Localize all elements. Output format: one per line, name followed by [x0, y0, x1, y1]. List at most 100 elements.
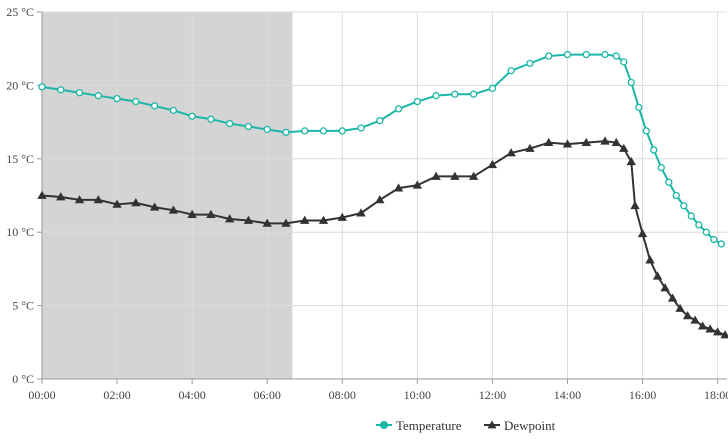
temperature-point	[244, 122, 253, 131]
y-tick-label: 20 °C	[6, 78, 34, 92]
dewpoint-point	[356, 208, 366, 217]
dewpoint-point	[450, 171, 460, 180]
dewpoint-point	[149, 202, 160, 211]
dewpoint-point	[705, 324, 715, 333]
dewpoint-point	[660, 283, 670, 292]
temperature-point	[642, 127, 650, 135]
dewpoint-point	[720, 330, 728, 339]
dewpoint-point	[487, 159, 498, 169]
temperature-point	[282, 128, 290, 137]
axes: 0 °C 5 °C 10 °C 15 °C 20 °C 25 °C 00:00 02:00 04…	[6, 5, 728, 402]
dewpoint-point	[506, 148, 516, 157]
y-tick-label: 10 °C	[6, 225, 34, 239]
dewpoint-point	[187, 209, 197, 218]
series-temperature	[38, 50, 726, 248]
dewpoint-point	[652, 271, 663, 280]
dewpoint-point	[412, 180, 423, 189]
temperature-point	[627, 78, 635, 87]
legend-marker-circle	[380, 421, 388, 429]
x-tick-label: 14:00	[554, 388, 581, 402]
shaded-night-region	[42, 12, 293, 379]
temperature-point	[357, 124, 365, 132]
dewpoint-point	[281, 218, 291, 227]
temperature-point	[38, 83, 46, 91]
legend-item-temperature[interactable]: Temperature	[376, 418, 462, 433]
temperature-point	[545, 52, 553, 60]
temperature-point	[319, 127, 328, 135]
temperature-point	[188, 112, 196, 120]
temperature-point	[563, 50, 572, 59]
temperature-point	[432, 92, 440, 100]
dewpoint-point	[712, 327, 723, 336]
temperature-point	[582, 50, 590, 59]
series-group	[37, 50, 728, 339]
temperature-point	[75, 89, 84, 97]
dewpoint-point	[300, 215, 310, 224]
temperature-point	[672, 191, 680, 200]
grid-lines	[41, 11, 727, 380]
temperature-point	[620, 58, 628, 66]
legend-label: Temperature	[396, 418, 462, 433]
x-tick-label: 00:00	[28, 388, 55, 402]
x-tick-label: 16:00	[629, 388, 656, 402]
dewpoint-point	[611, 137, 621, 147]
dewpoint-point	[682, 311, 693, 320]
dewpoint-point	[637, 228, 648, 238]
temperature-line	[41, 53, 722, 245]
y-tick-label: 25 °C	[6, 5, 34, 19]
x-tick-label: 04:00	[178, 388, 205, 402]
temperature-point	[413, 97, 421, 106]
dewpoint-point	[525, 143, 535, 152]
dewpoint-point	[630, 200, 640, 210]
legend-item-dewpoint[interactable]: Dewpoint	[484, 418, 556, 433]
temperature-point	[113, 94, 121, 103]
temperature-point	[635, 103, 643, 112]
dewpoint-point	[337, 212, 347, 221]
temperature-point	[695, 221, 703, 229]
dewpoint-point	[562, 139, 573, 148]
temperature-point	[169, 106, 178, 115]
dewpoint-point	[544, 137, 554, 147]
temperature-point	[687, 212, 695, 220]
temperature-point	[376, 116, 384, 125]
dewpoint-point	[224, 214, 235, 223]
dewpoint-point	[112, 199, 122, 208]
dewpoint-point	[318, 215, 329, 224]
y-tick-label: 0 °C	[12, 372, 34, 386]
dewpoint-point	[626, 156, 636, 166]
temperature-point	[57, 86, 65, 94]
x-tick-label: 06:00	[254, 388, 281, 402]
legend-label: Dewpoint	[504, 418, 556, 433]
dewpoint-point	[667, 293, 678, 302]
temperature-point	[394, 105, 403, 113]
temperature-point	[526, 59, 534, 68]
temperature-point	[226, 119, 234, 128]
dewpoint-point	[131, 198, 141, 207]
legend[interactable]: Temperature Dewpoint	[376, 418, 556, 433]
dewpoint-point	[675, 303, 685, 312]
temperature-point	[338, 127, 346, 135]
temperature-point	[650, 146, 658, 154]
dewpoint-point	[600, 136, 610, 145]
temperature-point	[612, 52, 620, 60]
dewpoint-point	[581, 137, 591, 147]
temperature-point	[507, 67, 515, 75]
temperature-point	[301, 127, 309, 135]
dewpoint-point	[56, 192, 66, 201]
dewpoint-point	[37, 190, 47, 199]
dewpoint-point	[206, 209, 216, 218]
x-tick-label: 02:00	[103, 388, 130, 402]
dewpoint-point	[375, 195, 385, 204]
dewpoint-point	[619, 143, 629, 152]
temperature-point	[150, 102, 159, 110]
y-tick-label: 5 °C	[12, 299, 34, 313]
temperature-point	[657, 163, 665, 172]
dewpoint-point	[697, 321, 708, 330]
dewpoint-point	[468, 171, 479, 180]
series-dewpoint	[37, 136, 728, 339]
dewpoint-point	[262, 218, 272, 227]
temperature-point	[207, 115, 215, 123]
dewpoint-point	[393, 183, 404, 192]
